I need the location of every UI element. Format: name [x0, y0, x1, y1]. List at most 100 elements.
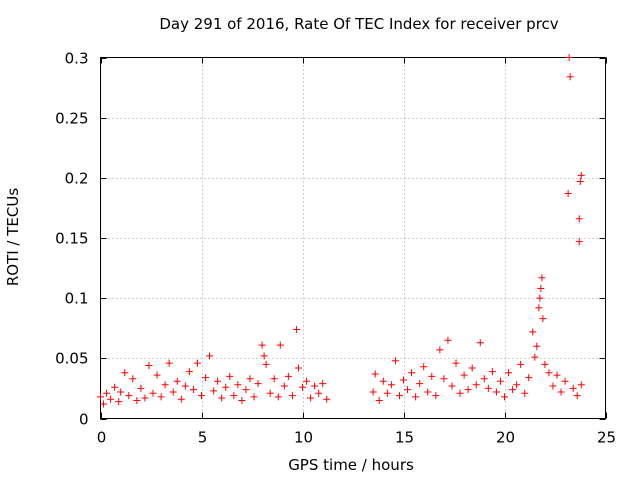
data-point — [173, 377, 181, 385]
data-point — [319, 380, 327, 388]
data-point — [561, 377, 569, 385]
data-point — [234, 381, 242, 389]
data-point — [531, 353, 539, 361]
data-point — [258, 341, 266, 349]
data-point — [456, 389, 464, 397]
data-point — [369, 388, 377, 396]
data-point — [492, 388, 500, 396]
data-point — [573, 392, 581, 400]
data-point — [323, 395, 331, 403]
data-point — [395, 392, 403, 400]
data-point — [129, 375, 137, 383]
data-point — [577, 381, 585, 389]
data-point — [133, 396, 141, 404]
data-point — [566, 73, 574, 81]
x-tick-label: 10 — [294, 429, 313, 447]
data-point — [165, 359, 173, 367]
data-point — [460, 371, 468, 379]
data-point — [383, 389, 391, 397]
data-point — [107, 395, 115, 403]
data-point — [400, 376, 407, 384]
data-point — [575, 215, 583, 223]
data-point — [153, 371, 161, 379]
data-point — [564, 189, 572, 197]
data-point — [432, 392, 440, 400]
data-point — [274, 393, 282, 401]
data-point — [569, 384, 577, 392]
data-point — [575, 238, 583, 246]
data-point — [125, 392, 133, 400]
data-point — [391, 357, 399, 365]
data-point — [97, 393, 104, 401]
data-point — [299, 383, 306, 391]
axis-ticks: 0 0.05 0.1 0.15 0.2 0.25 0.3 0 5 10 15 20 25 — [55, 50, 616, 447]
data-point — [210, 387, 218, 395]
data-point — [284, 372, 292, 380]
data-point — [262, 360, 270, 368]
data-point — [238, 396, 246, 404]
data-point — [246, 375, 254, 383]
data-point — [549, 382, 557, 390]
data-point — [521, 389, 529, 397]
data-point — [276, 341, 284, 349]
y-tick-label: 0.05 — [55, 350, 88, 368]
y-axis-label: ROTI / TECUs — [4, 188, 22, 286]
data-point — [480, 375, 488, 383]
data-point — [181, 382, 189, 390]
data-point — [379, 377, 387, 385]
data-point — [404, 386, 412, 394]
data-point — [565, 54, 573, 61]
data-point — [307, 394, 315, 402]
data-point — [157, 393, 165, 401]
x-tick-label: 20 — [496, 429, 515, 447]
data-point — [141, 394, 149, 402]
grid-lines — [100, 57, 606, 419]
data-point — [464, 386, 472, 394]
data-point — [161, 381, 169, 389]
data-point — [115, 398, 123, 406]
data-point — [230, 392, 238, 400]
data-point — [509, 386, 517, 394]
data-point — [100, 400, 108, 408]
data-point — [488, 368, 496, 376]
data-point — [387, 381, 395, 389]
data-point — [375, 396, 383, 404]
data-point — [444, 336, 452, 344]
data-point — [525, 374, 533, 382]
data-point — [452, 359, 460, 367]
data-point — [484, 384, 492, 392]
data-point — [254, 380, 262, 388]
data-point — [416, 380, 424, 388]
data-point — [193, 359, 201, 367]
data-point — [185, 368, 193, 376]
data-point — [198, 392, 205, 400]
data-point — [371, 370, 379, 378]
data-point — [242, 386, 250, 394]
data-point — [288, 392, 296, 400]
data-point — [476, 339, 484, 347]
data-point — [557, 388, 565, 396]
data-point — [553, 371, 561, 379]
data-point — [280, 382, 288, 390]
data-point — [260, 352, 268, 360]
data-point — [440, 375, 448, 383]
data-point — [517, 360, 525, 368]
data-point — [218, 394, 226, 402]
data-point — [505, 369, 513, 377]
data-point — [420, 363, 428, 371]
data-point — [189, 386, 197, 394]
chart-title: Day 291 of 2016, Rate Of TEC Index for r… — [159, 15, 558, 33]
data-point — [121, 369, 129, 377]
y-tick-label: 0 — [79, 411, 89, 429]
data-point — [250, 393, 258, 401]
x-axis-label: GPS time / hours — [288, 456, 414, 474]
data-point — [576, 177, 584, 185]
data-point — [292, 325, 300, 333]
y-tick-label: 0.3 — [65, 50, 89, 68]
data-point — [535, 304, 543, 312]
data-point — [424, 388, 432, 396]
data-point — [538, 274, 546, 282]
x-tick-label: 5 — [198, 429, 208, 447]
data-point — [137, 384, 145, 392]
